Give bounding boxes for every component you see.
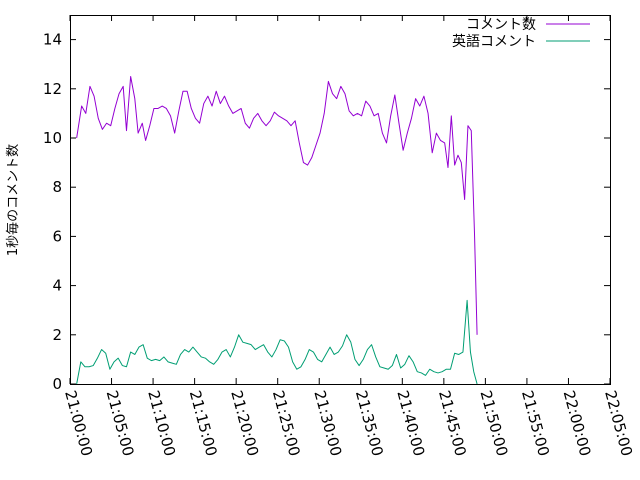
y-tick-label: 6	[52, 227, 62, 245]
x-tick-label: 21:35:00	[352, 388, 387, 458]
x-tick-label: 21:45:00	[435, 388, 470, 458]
x-tick-label: 22:00:00	[560, 388, 595, 458]
x-tick-label: 21:40:00	[393, 388, 428, 458]
y-axis-label: 1秒毎のコメント数	[5, 144, 21, 256]
series-layer	[76, 76, 478, 385]
y-tick-label: 12	[43, 80, 62, 98]
x-tick-label: 21:50:00	[477, 388, 512, 458]
x-tick-label: 21:20:00	[227, 388, 262, 458]
series-line-1	[76, 76, 478, 335]
legend-label-1: コメント数	[466, 17, 536, 33]
y-tick-label: 0	[52, 375, 62, 393]
legend-label-2: 英語コメント	[452, 33, 536, 50]
y-tick-label: 4	[52, 277, 62, 295]
x-tick-label: 21:05:00	[103, 388, 138, 458]
plot-border	[70, 15, 611, 385]
x-tick-label: 21:10:00	[144, 388, 179, 458]
x-tick-label: 21:30:00	[310, 388, 345, 458]
x-tick-label: 21:00:00	[61, 388, 96, 458]
x-tick-label: 21:55:00	[518, 388, 553, 458]
y-tick-label: 10	[43, 129, 62, 147]
y-tick-label: 2	[52, 326, 62, 344]
y-tick-label: 8	[52, 178, 62, 196]
series-line-2	[76, 299, 478, 385]
x-tick-label: 21:15:00	[186, 388, 221, 458]
y-tick-label: 14	[43, 31, 62, 49]
x-tick-label: 22:05:00	[601, 388, 636, 458]
x-tick-label: 21:25:00	[269, 388, 304, 458]
